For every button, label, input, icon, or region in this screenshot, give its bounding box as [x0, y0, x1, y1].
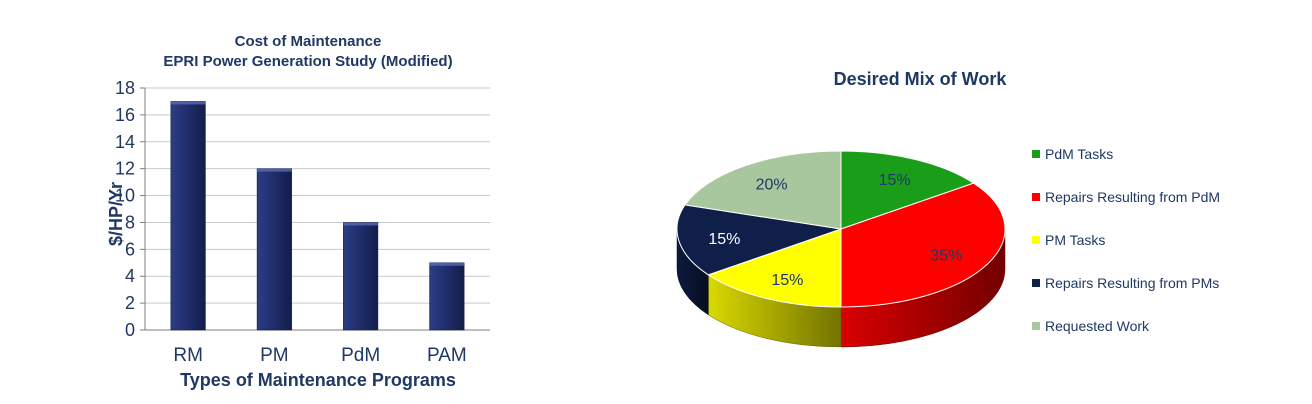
- pie-slice-repairs-resulting-from-pdm: [840, 182, 1006, 308]
- pie-chart-legend: PdM Tasks Repairs Resulting from PdM PM Ta…: [1032, 146, 1220, 334]
- legend-entry: Requested Work: [1045, 318, 1150, 334]
- pie-chart-title: Desired Mix of Work: [834, 69, 1008, 89]
- bar-top-highlight: [257, 168, 292, 172]
- legend-swatch: [1032, 193, 1040, 201]
- legend-entry: Repairs Resulting from PdM: [1045, 189, 1220, 205]
- bar-top-highlight: [343, 222, 378, 226]
- pie-slice-requested-work: [684, 150, 842, 230]
- legend-swatch: [1032, 322, 1040, 330]
- bar-pm: [256, 168, 292, 331]
- pie-data-label: 15%: [771, 272, 803, 289]
- pie-data-label: 15%: [708, 231, 740, 248]
- pie-slices: [676, 150, 1006, 308]
- bar-top-highlight: [429, 262, 465, 266]
- bar-pam: [429, 262, 465, 331]
- legend-swatch: [1032, 279, 1040, 287]
- bar-chart-y-ticks: 0 2 4 6 8 10 12 14 16 18: [115, 78, 135, 340]
- bar-y-tick-label: 14: [115, 132, 135, 152]
- bar-chart-subtitle: EPRI Power Generation Study (Modified): [163, 53, 452, 70]
- bar-y-tick-label: 16: [115, 105, 135, 125]
- legend-entry: PM Tasks: [1045, 232, 1105, 248]
- pie-data-label: 15%: [879, 172, 911, 189]
- pie-data-label: 35%: [930, 247, 962, 264]
- bar-y-tick-label: 2: [125, 293, 135, 313]
- pie-slice-repairs-resulting-from-pms: [676, 204, 842, 276]
- bar-y-tick-label: 8: [125, 212, 135, 232]
- bar-x-tick-label: PAM: [427, 345, 467, 366]
- bar-y-tick-label: 0: [125, 320, 135, 340]
- pie-side-walls: [676, 228, 1006, 348]
- bar-rm: [170, 101, 206, 331]
- legend-swatch: [1032, 150, 1040, 158]
- bar-chart-bars: [170, 101, 465, 331]
- bar-x-tick-label: PM: [260, 345, 289, 366]
- pie-data-labels: 15% 35% 15% 15% 20%: [708, 172, 962, 289]
- pie-data-label: 20%: [756, 177, 788, 194]
- pie-slice-pdm-tasks: [840, 150, 975, 230]
- bar-y-tick-label: 10: [115, 186, 135, 206]
- bar-x-tick-label: PdM: [341, 345, 380, 366]
- bar-y-tick-label: 6: [125, 239, 135, 259]
- bar-y-tick-label: 4: [125, 266, 135, 286]
- pie-chart: 15% 35% 15% 15% 20%: [676, 150, 1006, 348]
- bar-chart-title: Cost of Maintenance: [235, 33, 382, 50]
- bar-chart-x-axis-label: Types of Maintenance Programs: [180, 370, 456, 390]
- bar-x-tick-label: RM: [173, 345, 203, 366]
- bar-y-tick-label: 18: [115, 78, 135, 98]
- legend-swatch: [1032, 236, 1040, 244]
- bar-top-highlight: [170, 101, 206, 105]
- bar-chart-y-axis-label: $/HP/Yr: [106, 182, 126, 246]
- bar-pdm: [343, 222, 379, 331]
- legend-entry: Repairs Resulting from PMs: [1045, 275, 1219, 291]
- legend-entry: PdM Tasks: [1045, 146, 1113, 162]
- bar-chart-x-ticks: RM PM PdM PAM: [173, 345, 466, 366]
- pie-slice-pm-tasks: [707, 228, 842, 308]
- bar-y-tick-label: 12: [115, 159, 135, 179]
